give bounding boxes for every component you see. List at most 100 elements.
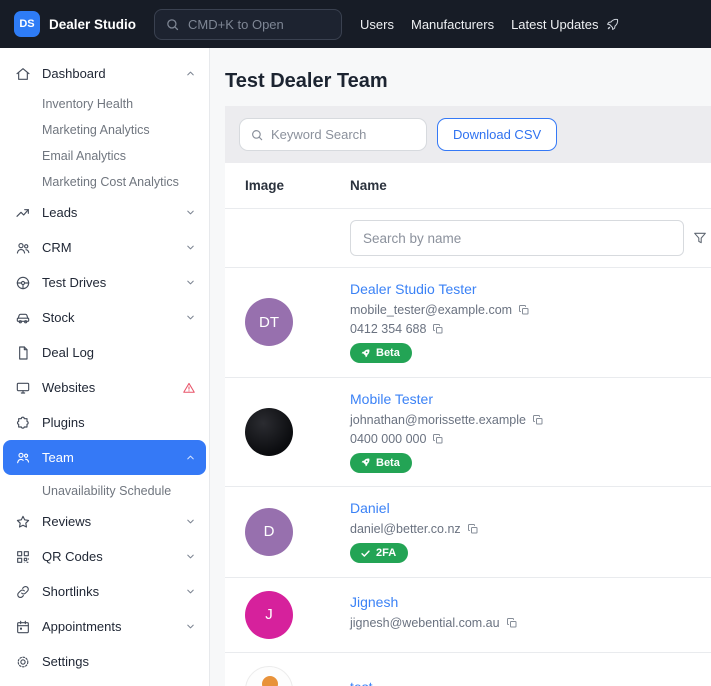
sidebar-item-shortlinks[interactable]: Shortlinks xyxy=(0,574,209,609)
image-cell: DT xyxy=(225,298,350,347)
table-header-row: Image Name xyxy=(225,163,711,208)
sidebar-item-websites[interactable]: Websites xyxy=(0,370,209,405)
name-cell: Mobile Tester johnathan@morissette.examp… xyxy=(350,391,711,474)
image-cell: D xyxy=(225,507,350,556)
rocket-icon xyxy=(361,458,370,467)
nav-link-latest-updates[interactable]: Latest Updates xyxy=(511,16,599,32)
copy-icon[interactable] xyxy=(432,433,444,445)
check-icon xyxy=(361,549,370,557)
table-filter-row xyxy=(225,208,711,267)
sidebar-item-plugins[interactable]: Plugins xyxy=(0,405,209,440)
sidebar-item-label: Plugins xyxy=(42,415,85,430)
star-icon xyxy=(15,514,31,530)
member-name-link[interactable]: Mobile Tester xyxy=(350,390,434,407)
sidebar-item-label: Settings xyxy=(42,654,89,669)
sidebar-item-settings[interactable]: Settings xyxy=(0,644,209,679)
name-cell: Daniel daniel@better.co.nz 2FA xyxy=(350,500,711,564)
sidebar-subitem-inventory-health[interactable]: Inventory Health xyxy=(42,97,134,111)
member-name-link[interactable]: Dealer Studio Tester xyxy=(350,281,477,297)
sidebar: Dashboard Inventory Health Marketing Ana… xyxy=(0,48,210,686)
users-icon xyxy=(15,240,31,256)
sidebar-item-label: QR Codes xyxy=(42,549,103,564)
page-title: Test Dealer Team xyxy=(225,70,388,92)
member-email: mobile_tester@example.com xyxy=(350,303,513,317)
member-email: jignesh@webential.com.au xyxy=(350,616,500,630)
top-bar: DS Dealer Studio CMD+K to Open Users Man… xyxy=(0,0,711,48)
sidebar-subitem-marketing-cost-analytics[interactable]: Marketing Cost Analytics xyxy=(42,175,179,189)
sidebar-subitem-marketing-analytics[interactable]: Marketing Analytics xyxy=(42,123,150,137)
rocket-icon[interactable] xyxy=(605,17,620,32)
sidebar-item-label: Websites xyxy=(42,380,96,395)
nav-link-manufacturers[interactable]: Manufacturers xyxy=(410,16,495,32)
chevron-down-icon xyxy=(185,621,196,632)
copy-icon[interactable] xyxy=(532,414,544,426)
sidebar-item-label: Shortlinks xyxy=(42,584,100,599)
member-name-link[interactable]: Daniel xyxy=(350,500,390,516)
table-toolbar: Download CSV xyxy=(225,106,711,163)
keyword-search-field[interactable] xyxy=(239,118,427,151)
warning-triangle-icon xyxy=(182,381,196,395)
car-icon xyxy=(15,310,31,326)
chevron-down-icon xyxy=(185,207,196,218)
dealer-studio-logo[interactable]: DS xyxy=(14,11,40,37)
image-cell: J xyxy=(225,590,350,639)
sidebar-item-reviews[interactable]: Reviews xyxy=(0,504,209,539)
sidebar-item-label: Test Drives xyxy=(42,275,107,290)
name-filter-input[interactable] xyxy=(350,220,684,256)
copy-icon[interactable] xyxy=(506,617,518,629)
avatar: J xyxy=(245,590,293,639)
copy-icon[interactable] xyxy=(467,523,479,535)
sidebar-subitem-unavailability-schedule[interactable]: Unavailability Schedule xyxy=(42,484,172,498)
beta-badge: Beta xyxy=(350,343,412,363)
chevron-down-icon xyxy=(185,551,196,562)
member-phone: 0412 354 688 xyxy=(350,322,427,336)
2fa-badge: 2FA xyxy=(350,543,409,563)
sidebar-item-label: Appointments xyxy=(42,619,122,634)
sidebar-subitem-email-analytics[interactable]: Email Analytics xyxy=(42,149,127,163)
sidebar-item-stock[interactable]: Stock xyxy=(0,300,209,335)
member-email: johnathan@morissette.example xyxy=(350,412,526,427)
brand-name: Dealer Studio xyxy=(49,16,137,32)
sidebar-item-label: CRM xyxy=(42,240,72,255)
keyword-search-input[interactable] xyxy=(271,127,416,142)
sidebar-item-qr-codes[interactable]: QR Codes xyxy=(0,539,209,574)
download-csv-button[interactable]: Download CSV xyxy=(437,118,558,151)
top-nav-links: Users Manufacturers Latest Updates xyxy=(360,17,620,32)
member-name-link[interactable]: test xyxy=(350,679,711,686)
copy-icon[interactable] xyxy=(432,323,444,335)
sidebar-item-deal-log[interactable]: Deal Log xyxy=(0,335,209,370)
sidebar-item-label: Stock xyxy=(42,310,75,325)
sidebar-item-crm[interactable]: CRM xyxy=(0,230,209,265)
sidebar-item-label: Dashboard xyxy=(42,66,106,81)
team-table: Image Name DT Dealer Studio Tester m xyxy=(225,163,711,686)
sidebar-item-leads[interactable]: Leads xyxy=(0,195,209,230)
image-cell xyxy=(225,407,350,456)
column-header-image: Image xyxy=(245,178,285,193)
rocket-icon xyxy=(361,349,370,357)
copy-icon[interactable] xyxy=(518,304,530,316)
member-name-link[interactable]: Jignesh xyxy=(350,594,399,610)
qr-code-icon xyxy=(15,549,31,565)
chevron-down-icon xyxy=(185,312,196,323)
sidebar-item-appointments[interactable]: Appointments xyxy=(0,609,209,644)
nav-link-users[interactable]: Users xyxy=(360,16,394,32)
member-phone: 0400 000 000 xyxy=(350,431,427,446)
sidebar-item-label: Deal Log xyxy=(42,345,95,360)
search-icon xyxy=(252,129,263,140)
link-icon xyxy=(15,584,31,600)
table-row: DT Dealer Studio Tester mobile_tester@ex… xyxy=(225,267,711,377)
sidebar-item-test-drives[interactable]: Test Drives xyxy=(0,265,209,300)
filter-funnel-icon[interactable] xyxy=(692,230,708,246)
home-icon xyxy=(15,66,31,82)
sidebar-item-label: Team xyxy=(42,450,74,465)
command-search-input[interactable]: CMD+K to Open xyxy=(154,8,343,40)
sidebar-item-team[interactable]: Team xyxy=(3,440,206,475)
column-header-name: Name xyxy=(350,178,387,193)
chevron-up-icon xyxy=(185,452,196,463)
gear-icon xyxy=(15,654,31,670)
name-cell: Dealer Studio Tester mobile_tester@examp… xyxy=(350,281,711,364)
sidebar-item-label: Reviews xyxy=(42,514,92,529)
sidebar-item-dashboard[interactable]: Dashboard xyxy=(0,56,209,91)
avatar: DT xyxy=(245,298,293,347)
beta-badge: Beta xyxy=(350,452,412,473)
